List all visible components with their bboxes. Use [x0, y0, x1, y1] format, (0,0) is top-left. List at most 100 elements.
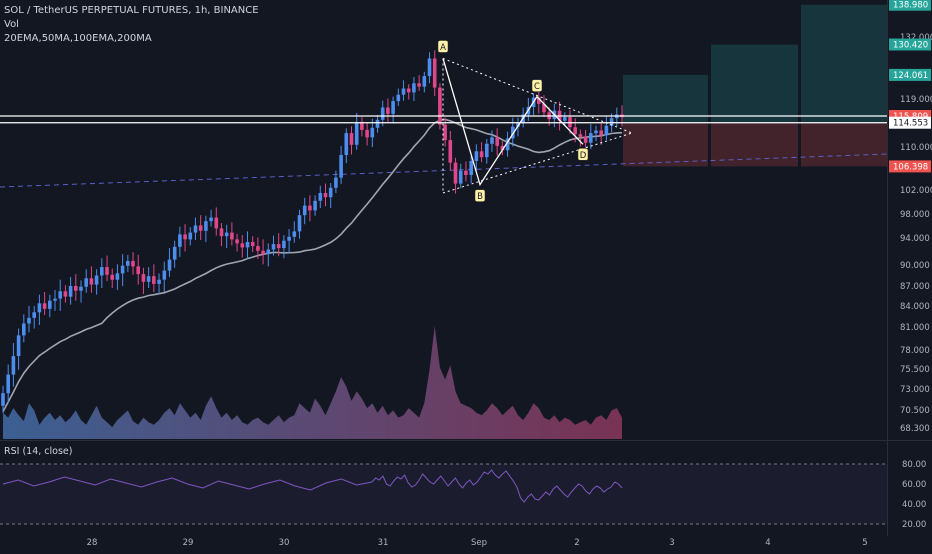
candle-body [193, 225, 198, 233]
candle-body [115, 273, 120, 280]
pattern-point-c-box [531, 79, 543, 92]
candle-body [6, 374, 10, 394]
price-tick-label: 132.000 [900, 33, 932, 43]
candle-body [276, 244, 281, 249]
candle-body [167, 259, 172, 271]
price-label: 114.553 [893, 119, 928, 129]
candle-body [297, 215, 302, 232]
rsi-tick-label: 60.00 [902, 480, 926, 490]
time-tick-label: 3 [669, 538, 674, 548]
price-tick-label: 75.500 [900, 365, 930, 375]
candle-body [453, 162, 458, 184]
pattern-point-a-label: A [440, 43, 446, 53]
candle-body [261, 250, 265, 255]
candle-body [599, 130, 603, 136]
candle-body [250, 242, 255, 247]
price-tick-label: 84.000 [900, 302, 930, 312]
price-tick-label: 94.000 [900, 234, 930, 244]
pattern-point-d-label: D [580, 151, 587, 161]
candle-body [479, 151, 484, 158]
candle-body [406, 88, 411, 93]
abcd-pattern-line [442, 58, 584, 187]
candle-body [204, 221, 208, 231]
price-tick-label: 102.000 [900, 186, 932, 196]
candle-body [302, 205, 307, 216]
price-tick-label: 119.000 [900, 95, 932, 105]
candle-body [485, 143, 489, 158]
candle-body [516, 122, 520, 127]
candle-body [563, 117, 567, 121]
rsi-pane [0, 441, 887, 536]
volume-area [3, 325, 622, 439]
candle-body [230, 232, 234, 240]
moving-average-line [2, 118, 623, 412]
candle-body [365, 129, 369, 138]
stop-zone-1 [623, 122, 708, 167]
candle-body [495, 137, 499, 146]
candle-body [537, 97, 541, 104]
candle-body [11, 356, 16, 375]
candle-body [604, 125, 609, 136]
candle-body [448, 140, 453, 163]
rsi-band-fill [0, 464, 887, 524]
candle-body [209, 217, 213, 222]
candle-body [136, 266, 140, 275]
time-tick-label: 29 [183, 538, 194, 548]
rsi-line [371, 469, 623, 503]
price-label: 124.061 [893, 71, 928, 81]
candle-body [328, 187, 333, 198]
candle-body [438, 87, 442, 125]
price-label-box [889, 0, 931, 11]
pattern-point-b-box [474, 189, 486, 202]
rsi-tick-label: 40.00 [902, 500, 926, 510]
candle-body [74, 286, 78, 291]
candle-body [282, 240, 286, 249]
candle-body [344, 133, 349, 155]
candle-body [573, 127, 577, 135]
candle-body [37, 303, 42, 313]
candle-body [172, 246, 177, 260]
candle-body [16, 335, 21, 356]
candle-body [157, 279, 161, 284]
time-tick-label: 2 [574, 538, 579, 548]
triangle-lower-dotted [442, 132, 633, 194]
candle-body [58, 291, 62, 299]
price-tick-label: 81.000 [900, 323, 930, 333]
stop-zone-3 [801, 122, 887, 167]
rsi-tick-label: 80.00 [902, 460, 926, 470]
candle-body [224, 232, 229, 237]
candle-body [219, 228, 224, 237]
price-label-box [889, 116, 931, 129]
candle-body [89, 278, 94, 285]
trendline-dashed [0, 153, 888, 188]
candle-body [1, 393, 5, 406]
candle-body [48, 300, 52, 309]
candle-body [188, 232, 193, 240]
candle-body [511, 126, 515, 139]
triangle-upper-dotted [442, 57, 633, 134]
volume-indicator-label[interactable]: Vol [4, 19, 19, 30]
rsi-indicator-label[interactable]: RSI (14, close) [4, 446, 73, 457]
candle-body [583, 136, 588, 143]
price-tick-label: 87.000 [900, 282, 930, 292]
candle-body [589, 133, 593, 143]
target-zone-3 [801, 4, 887, 123]
candle-body [396, 94, 401, 102]
target-zone-1 [623, 74, 708, 123]
moving-averages-label[interactable]: 20EMA,50MA,100EMA,200MA [4, 33, 152, 44]
candle-body [308, 205, 312, 211]
time-tick-label: 30 [279, 538, 290, 548]
target-zone-2 [711, 44, 798, 123]
candle-body [110, 274, 114, 280]
candle-body [334, 177, 338, 188]
candle-body [240, 243, 245, 248]
candle-body [422, 76, 427, 87]
candle-body [120, 265, 125, 274]
time-tick-label: 31 [378, 538, 389, 548]
rsi-line-early [2, 476, 373, 491]
candle-body [84, 278, 88, 287]
candle-body [464, 170, 468, 175]
candle-body [68, 286, 73, 297]
